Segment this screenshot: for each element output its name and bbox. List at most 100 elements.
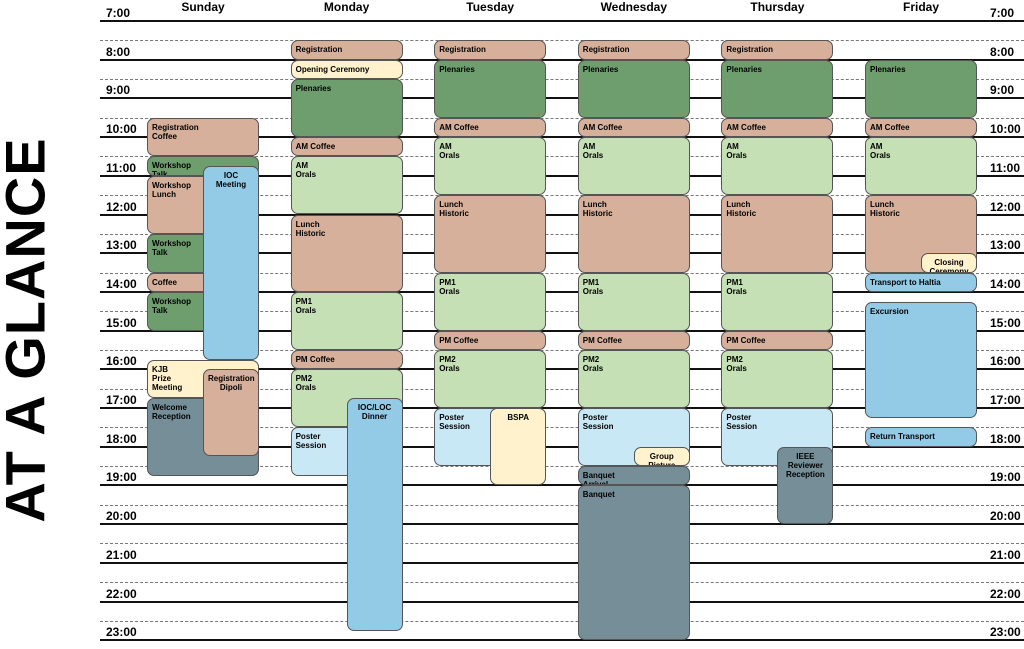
event-plenaries[interactable]: Plenaries <box>290 79 403 138</box>
event-pm-coffee[interactable]: PM Coffee <box>434 330 547 350</box>
event-registration-coffee[interactable]: Registration Coffee <box>147 117 259 157</box>
event-ieee-reviewer-reception[interactable]: IEEE Reviewer Reception <box>777 446 834 525</box>
time-label-right: 21:00 <box>990 547 1021 562</box>
event-am-orals[interactable]: AM Orals <box>290 156 403 215</box>
half-hour-line <box>100 156 1024 158</box>
event-ioc-loc-dinner[interactable]: IOC/LOC Dinner <box>346 398 403 631</box>
time-label-left: 23:00 <box>106 625 137 640</box>
half-hour-line <box>100 117 1024 119</box>
event-registration[interactable]: Registration <box>434 40 547 60</box>
hour-line <box>100 58 1024 61</box>
hour-line <box>100 407 1024 409</box>
event-lunch-historic[interactable]: Lunch Historic <box>290 214 403 292</box>
event-group-picture[interactable]: Group Picture <box>633 446 690 467</box>
event-pm2-orals[interactable]: PM2 Orals <box>721 349 834 408</box>
event-plenaries[interactable]: Plenaries <box>721 59 834 118</box>
time-label-left: 18:00 <box>106 431 137 446</box>
time-label-right: 22:00 <box>990 586 1021 601</box>
event-lunch-historic[interactable]: Lunch Historic <box>434 195 547 273</box>
event-registration-dipoli[interactable]: Registration Dipoli <box>203 369 259 457</box>
event-am-coffee[interactable]: AM Coffee <box>434 117 547 138</box>
event-pm1-orals[interactable]: PM1 Orals <box>577 272 690 331</box>
time-label-left: 15:00 <box>106 315 137 330</box>
time-label-right: 10:00 <box>990 122 1021 137</box>
half-hour-line <box>100 543 1024 545</box>
hour-line <box>100 174 1024 177</box>
half-hour-line <box>100 311 1024 313</box>
event-banquet[interactable]: Banquet <box>577 485 690 641</box>
event-return-transport[interactable]: Return Transport <box>865 427 977 447</box>
time-label-right: 23:00 <box>990 625 1021 640</box>
event-bspa[interactable]: BSPA <box>490 408 547 486</box>
event-opening-ceremony[interactable]: Opening Ceremony <box>290 59 403 80</box>
time-label-left: 14:00 <box>106 276 137 291</box>
time-label-left: 13:00 <box>106 238 137 253</box>
half-hour-line <box>100 233 1024 235</box>
hour-line <box>100 97 1024 100</box>
day-header-thursday: Thursday <box>750 0 805 14</box>
hour-line <box>100 136 1024 139</box>
event-am-orals[interactable]: AM Orals <box>434 137 547 196</box>
time-label-left: 9:00 <box>106 83 131 98</box>
time-label-right: 16:00 <box>990 354 1021 369</box>
event-plenaries[interactable]: Plenaries <box>577 59 690 118</box>
event-registration[interactable]: Registration <box>290 40 403 60</box>
event-am-orals[interactable]: AM Orals <box>577 137 690 196</box>
time-label-right: 17:00 <box>990 393 1021 407</box>
event-pm-coffee[interactable]: PM Coffee <box>290 349 403 370</box>
time-label-left: 7:00 <box>106 6 131 20</box>
event-am-coffee[interactable]: AM Coffee <box>577 117 690 138</box>
half-hour-line <box>100 272 1024 274</box>
event-ioc-meeting[interactable]: IOC Meeting <box>203 166 259 360</box>
half-hour-line <box>100 466 1024 468</box>
event-registration[interactable]: Registration <box>721 40 834 60</box>
hour-line <box>100 484 1024 487</box>
hour-line <box>100 600 1024 603</box>
event-registration[interactable]: Registration <box>577 40 690 60</box>
event-lunch-historic[interactable]: Lunch Historic <box>721 195 834 273</box>
event-pm-coffee[interactable]: PM Coffee <box>577 330 690 350</box>
event-am-orals[interactable]: AM Orals <box>865 137 977 196</box>
event-excursion[interactable]: Excursion <box>865 301 977 418</box>
time-label-right: 14:00 <box>990 276 1021 291</box>
hour-line <box>100 639 1024 642</box>
event-plenaries[interactable]: Plenaries <box>865 59 977 118</box>
time-label-right: 19:00 <box>990 470 1021 485</box>
day-header-friday: Friday <box>902 0 939 14</box>
hour-line <box>100 561 1024 564</box>
time-label-right: 18:00 <box>990 431 1021 446</box>
half-hour-line <box>100 349 1024 351</box>
event-pm-coffee[interactable]: PM Coffee <box>721 330 834 350</box>
event-plenaries[interactable]: Plenaries <box>434 59 547 118</box>
day-header-tuesday: Tuesday <box>466 0 515 14</box>
event-transport-to-haltia[interactable]: Transport to Haltia <box>865 272 977 292</box>
time-label-right: 20:00 <box>990 509 1021 524</box>
half-hour-line <box>100 427 1024 429</box>
half-hour-line <box>100 79 1024 81</box>
event-banquet-arrival[interactable]: Banquet Arrival <box>577 466 690 486</box>
page-title: AT A GLANCE <box>0 137 57 523</box>
hour-line <box>100 329 1024 332</box>
event-pm1-orals[interactable]: PM1 Orals <box>434 272 547 331</box>
time-label-left: 10:00 <box>106 122 137 137</box>
hour-line <box>100 20 1024 22</box>
event-am-coffee[interactable]: AM Coffee <box>721 117 834 138</box>
day-header-monday: Monday <box>323 0 370 14</box>
day-header-sunday: Sunday <box>181 0 225 14</box>
day-header-wednesday: Wednesday <box>600 0 668 14</box>
event-pm2-orals[interactable]: PM2 Orals <box>434 349 547 408</box>
half-hour-line <box>100 195 1024 197</box>
time-label-left: 19:00 <box>106 470 137 485</box>
half-hour-line <box>100 504 1024 506</box>
hour-line <box>100 290 1024 293</box>
time-label-right: 11:00 <box>990 160 1021 175</box>
event-pm1-orals[interactable]: PM1 Orals <box>290 291 403 350</box>
event-am-coffee[interactable]: AM Coffee <box>865 117 977 138</box>
event-lunch-historic[interactable]: Lunch Historic <box>577 195 690 273</box>
event-pm2-orals[interactable]: PM2 Orals <box>577 349 690 408</box>
event-closing-ceremony[interactable]: Closing Ceremony <box>921 253 977 273</box>
time-label-left: 11:00 <box>106 160 137 175</box>
event-am-coffee[interactable]: AM Coffee <box>290 137 403 157</box>
event-am-orals[interactable]: AM Orals <box>721 137 834 196</box>
event-pm1-orals[interactable]: PM1 Orals <box>721 272 834 331</box>
